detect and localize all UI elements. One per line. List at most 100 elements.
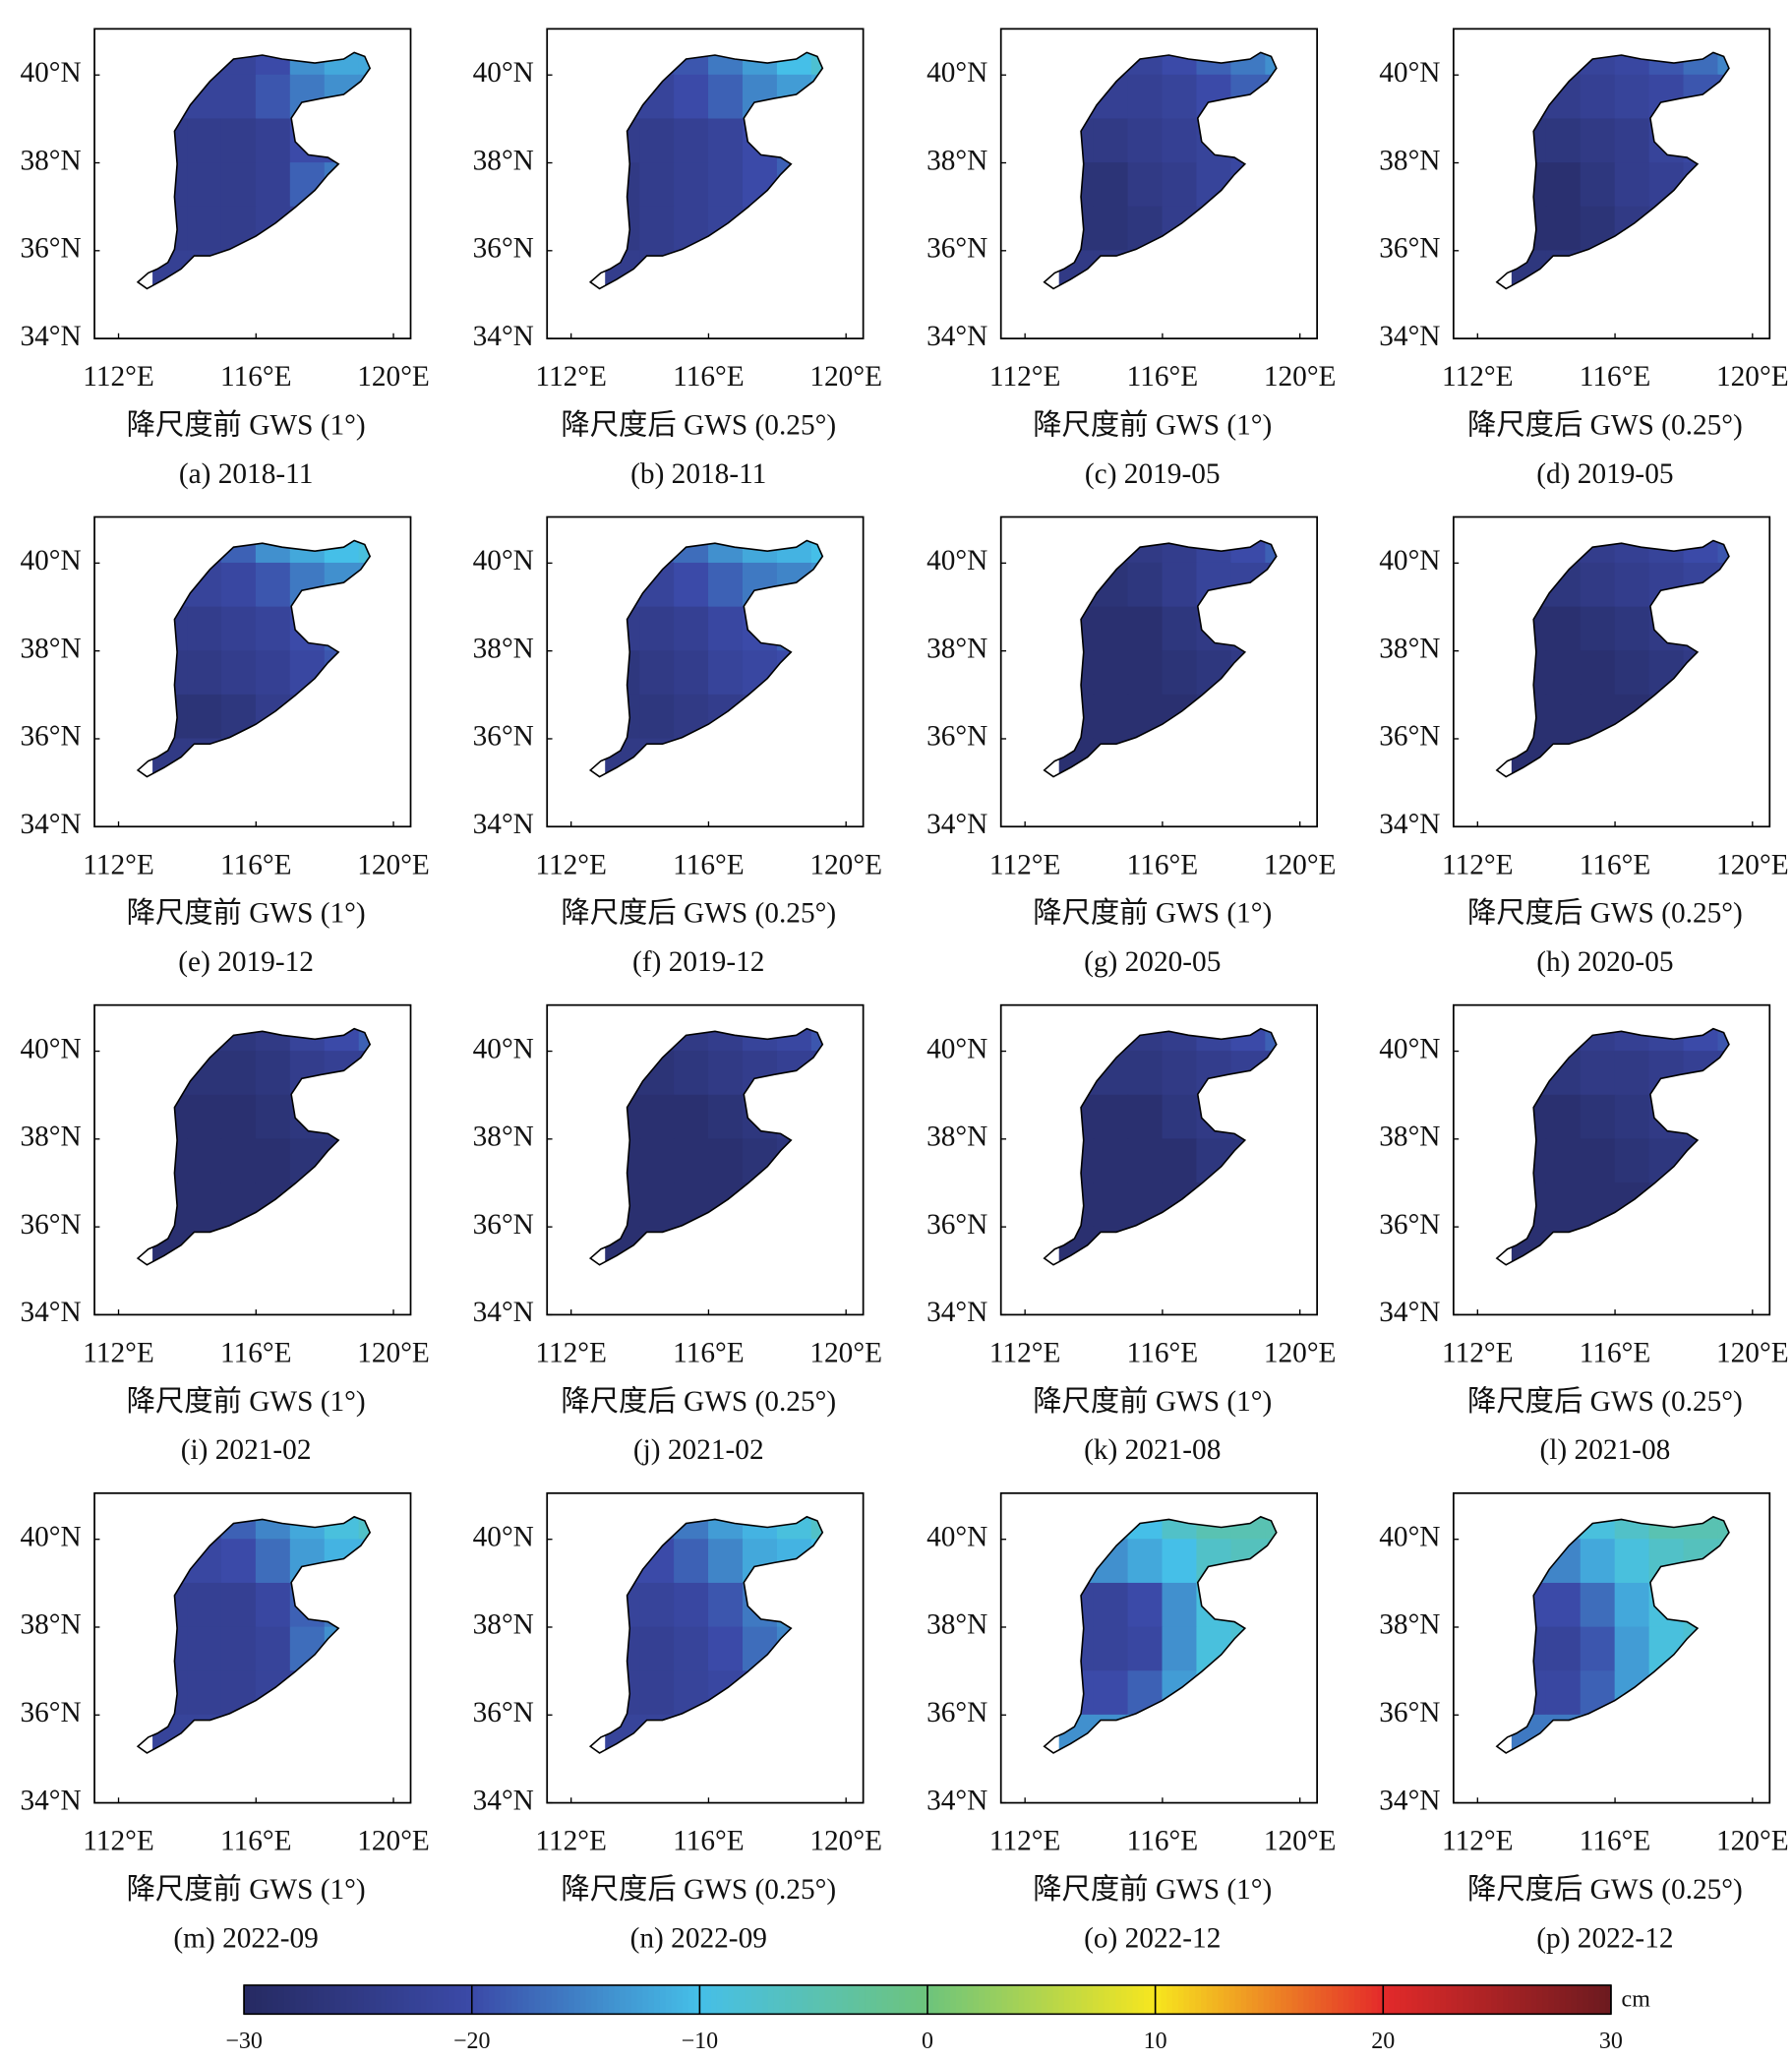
x-tick-label: 116°E [673,1338,745,1369]
map-panel: 112°E 116°E 120°E 34°N 36°N 38°N 40°N 降尺度后 GWS … [473,515,882,978]
colorbar-swatch [887,1984,894,2015]
colorbar-swatch [665,1984,673,2015]
map-panel: 112°E 116°E 120°E 34°N 36°N 38°N 40°N 降尺度后 GWS … [1379,28,1789,490]
colorbar-swatch [1605,1984,1612,2015]
colorbar-tick-label: −30 [225,2029,263,2054]
y-tick-label: 34°N [473,321,534,352]
panel-caption: (j) 2021-02 [633,1434,764,1466]
grid-cell [187,694,222,740]
y-tick-label: 38°N [473,1609,534,1641]
colorbar-swatch [932,1984,940,2015]
colorbar-swatch [1354,1984,1361,2015]
map-panel: 112°E 116°E 120°E 34°N 36°N 38°N 40°N 降尺度后 GWS … [473,1003,882,1466]
x-tick-label: 116°E [220,849,292,880]
colorbar-swatch [1228,1984,1236,2015]
grid-cell [220,162,257,208]
colorbar-swatch [785,1984,792,2015]
colorbar-swatch [1405,1984,1412,2015]
colorbar-swatch [1445,1984,1453,2015]
colorbar-swatch [659,1984,667,2015]
panel-caption: (g) 2020-05 [1084,946,1221,978]
grid-cell [1580,1094,1616,1140]
map-panel: 112°E 116°E 120°E 34°N 36°N 38°N 40°N 降尺度后 GWS … [1379,1003,1789,1466]
grid-cell [674,74,709,120]
panel-caption: (i) 2021-02 [181,1434,312,1466]
colorbar-swatch [1326,1984,1333,2015]
colorbar-tick-label: 10 [1144,2029,1167,2054]
panel-caption: (b) 2018-11 [630,458,766,490]
grid-cell [1127,606,1164,652]
colorbar-swatch [460,1984,467,2015]
y-tick-label: 34°N [20,809,81,840]
x-tick-label: 116°E [1580,1826,1651,1857]
map-panel: 112°E 116°E 120°E 34°N 36°N 38°N 40°N 降尺度前 GWS … [926,28,1337,490]
grid-cell [1093,162,1129,208]
colorbar-swatch [1593,1984,1600,2015]
grid-cell [187,1670,222,1716]
colorbar-swatch [1548,1984,1555,2015]
y-tick-label: 36°N [926,1209,987,1241]
grid-cell [708,1626,744,1672]
grid-cell [1093,1138,1129,1183]
y-tick-label: 38°N [473,1121,534,1153]
colorbar-swatch [916,1984,923,2015]
colorbar-swatch [648,1984,655,2015]
grid-cell [1162,1051,1198,1096]
y-tick-label: 36°N [20,721,81,753]
map-panel: 112°E 116°E 120°E 34°N 36°N 38°N 40°N 降尺度前 GWS … [926,1491,1336,1954]
colorbar-swatch [1058,1984,1065,2015]
colorbar-swatch [626,1984,632,2015]
colorbar-swatch [1269,1984,1276,2015]
colorbar-swatch [1400,1984,1407,2015]
panel-caption: (a) 2018-11 [179,458,314,490]
grid-cell [1093,1626,1129,1672]
colorbar-swatch [1308,1984,1316,2015]
colorbar-swatch [904,1984,912,2015]
grid-cell [1265,1516,1277,1541]
colorbar-swatch [1115,1984,1122,2015]
colorbar-swatch [318,1984,325,2015]
colorbar-swatch [1485,1984,1492,2015]
x-tick-label: 116°E [1580,849,1651,880]
colorbar-swatch [1457,1984,1464,2015]
colorbar-swatch [705,1984,712,2015]
region-outline [588,539,824,778]
colorbar-swatch [1565,1984,1573,2015]
colorbar-tick-label: −20 [453,2029,491,2054]
grid-cell [220,1094,257,1140]
colorbar-swatch [1332,1984,1339,2015]
y-tick-label: 40°N [20,1521,81,1552]
grid-cell [1127,1051,1164,1096]
colorbar-swatch [477,1984,484,2015]
y-tick-label: 36°N [473,1697,534,1728]
grid-cell [1545,1670,1582,1716]
grid-cell [220,1138,257,1183]
region-outline [1495,51,1730,290]
colorbar-swatch [1183,1984,1191,2015]
colorbar-swatch [386,1984,393,2015]
x-axis-label: 降尺度前 GWS (1°) [1033,1385,1272,1418]
x-tick-label: 120°E [1264,361,1337,393]
colorbar-swatch [1263,1984,1271,2015]
x-tick-label: 112°E [1442,1826,1514,1857]
x-tick-label: 120°E [809,849,882,880]
colorbar-swatch [1530,1984,1538,2015]
grid-cell [1127,1626,1164,1672]
grid-cell [674,562,709,608]
region-outline [1495,539,1730,778]
grid-cell [1093,118,1129,163]
colorbar-swatch [465,1984,473,2015]
grid-cell [674,1539,709,1584]
grid-cell [708,1094,744,1140]
grid-cell [1162,1138,1198,1183]
grid-cell [674,1094,709,1140]
colorbar-swatch [568,1984,575,2015]
colorbar-swatch [1001,1984,1008,2015]
y-tick-label: 40°N [926,1521,987,1552]
y-tick-label: 40°N [1379,1521,1440,1552]
colorbar-swatch [1348,1984,1355,2015]
y-tick-label: 40°N [473,1033,534,1064]
x-tick-label: 120°E [357,1338,430,1369]
grid-cell [674,1051,709,1096]
